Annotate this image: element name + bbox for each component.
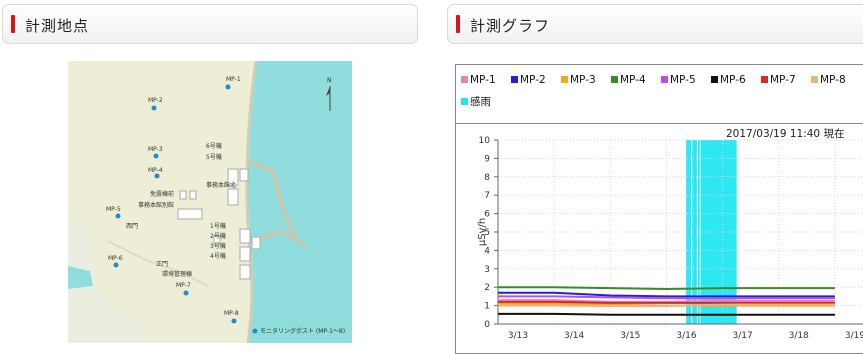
x-tick-label: 3/16: [676, 331, 696, 341]
mp2-marker: [151, 105, 157, 111]
svg-text:環境管理棟: 環境管理棟: [162, 270, 192, 278]
svg-text:5号機: 5号機: [206, 153, 222, 161]
site-map-svg: N MP-1 MP-2 MP-3 MP-4 MP-5 MP-6 MP-7 MP-…: [68, 61, 352, 343]
legend-swatch: [661, 76, 668, 83]
series-line-mp-4: [498, 286, 835, 291]
mp1-marker: [225, 84, 231, 90]
x-tick-label: 3/19: [845, 331, 863, 341]
legend-item-mp4[interactable]: MP-4: [611, 74, 646, 86]
svg-text:MP-4: MP-4: [148, 167, 163, 174]
svg-text:MP-6: MP-6: [108, 255, 123, 262]
x-tick-label: 3/18: [789, 331, 809, 341]
y-tick-label: 9: [484, 154, 490, 164]
legend-item-mp5[interactable]: MP-5: [661, 74, 696, 86]
series-line-mp-7: [498, 300, 835, 304]
legend-marker: [252, 328, 258, 334]
x-tick-label: 3/14: [564, 331, 584, 341]
mp7-marker: [183, 290, 189, 296]
chart-legend: MP-1 MP-2 MP-3 MP-4 MP-5 MP-6 MP-7 MP-8 …: [455, 64, 863, 124]
legend-swatch: [711, 76, 718, 83]
mp4-marker: [154, 173, 160, 179]
mp5-marker: [115, 213, 121, 219]
y-axis-label: μSv/h: [477, 218, 488, 246]
svg-text:MP-5: MP-5: [106, 206, 121, 213]
series-line-mp-8: [498, 303, 835, 307]
series-line-mp-5: [498, 295, 835, 300]
measurement-graph-header: 計測グラフ: [447, 4, 863, 44]
svg-text:2号機: 2号機: [210, 232, 226, 240]
legend-item-mp3[interactable]: MP-3: [561, 74, 596, 86]
svg-text:MP-7: MP-7: [176, 282, 191, 289]
mp6-marker: [113, 262, 119, 268]
y-tick-label: 6: [484, 210, 490, 220]
legend-swatch: [511, 76, 518, 83]
header-accent-bar: [456, 15, 460, 33]
svg-text:事務本館北: 事務本館北: [206, 181, 236, 189]
svg-text:西門: 西門: [126, 223, 138, 230]
svg-text:4号機: 4号機: [210, 252, 226, 260]
measurement-points-title: 計測地点: [25, 17, 90, 35]
svg-text:モニタリングポスト (MP-1〜8): モニタリングポスト (MP-1〜8): [260, 327, 345, 335]
svg-text:3号機: 3号機: [210, 242, 226, 250]
y-tick-label: 10: [479, 136, 491, 146]
svg-text:N: N: [327, 77, 332, 84]
measurement-graph-title: 計測グラフ: [470, 17, 551, 35]
chart-timestamp: 2017/03/19 11:40 現在: [726, 128, 845, 140]
svg-text:MP-1: MP-1: [226, 76, 241, 83]
legend-swatch: [761, 76, 768, 83]
series-line-mp-6: [498, 312, 835, 316]
legend-swatch: [811, 76, 818, 83]
x-tick-label: 3/13: [508, 331, 528, 341]
y-tick-label: 0: [484, 320, 490, 330]
x-tick-label: 3/17: [733, 331, 753, 341]
svg-text:免震棟前: 免震棟前: [150, 190, 174, 198]
y-tick-label: 3: [484, 265, 490, 275]
legend-item-mp2[interactable]: MP-2: [511, 74, 546, 86]
radiation-line-chart: 0 1 2 3 4 5 6 7 8 9 10 3/13 3/14 3/15 3/16 3/17 3/18 3/19…: [477, 136, 863, 341]
svg-text:MP-2: MP-2: [148, 97, 163, 104]
svg-text:事務本館別館: 事務本館別館: [138, 201, 174, 209]
legend-item-mp1[interactable]: MP-1: [461, 74, 496, 86]
svg-text:1号機: 1号機: [210, 222, 226, 230]
legend-swatch: [461, 76, 468, 83]
legend-swatch: [611, 76, 618, 83]
y-tick-label: 1: [484, 302, 490, 312]
mp8-marker: [231, 318, 237, 324]
header-accent-bar: [11, 15, 15, 33]
land-area: [68, 61, 256, 343]
mp3-marker: [153, 153, 159, 159]
y-tick-label: 8: [484, 173, 490, 183]
y-tick-label: 4: [484, 246, 490, 256]
series-line-mp-2: [498, 291, 835, 298]
legend-item-rain[interactable]: 感雨: [461, 94, 491, 109]
y-tick-label: 5: [484, 228, 490, 238]
svg-text:MP-8: MP-8: [224, 310, 239, 317]
site-map: N MP-1 MP-2 MP-3 MP-4 MP-5 MP-6 MP-7 MP-…: [68, 61, 352, 343]
svg-text:6号機: 6号機: [206, 142, 222, 150]
legend-item-mp8[interactable]: MP-8: [811, 74, 846, 86]
legend-item-mp7[interactable]: MP-7: [761, 74, 796, 86]
measurement-points-header: 計測地点: [2, 4, 418, 44]
svg-text:MP-3: MP-3: [148, 146, 163, 153]
legend-swatch: [461, 98, 468, 105]
y-tick-label: 7: [484, 191, 490, 201]
x-tick-label: 3/15: [620, 331, 640, 341]
legend-item-mp6[interactable]: MP-6: [711, 74, 746, 86]
svg-text:正門: 正門: [156, 261, 168, 268]
legend-swatch: [561, 76, 568, 83]
y-tick-label: 2: [484, 283, 490, 293]
